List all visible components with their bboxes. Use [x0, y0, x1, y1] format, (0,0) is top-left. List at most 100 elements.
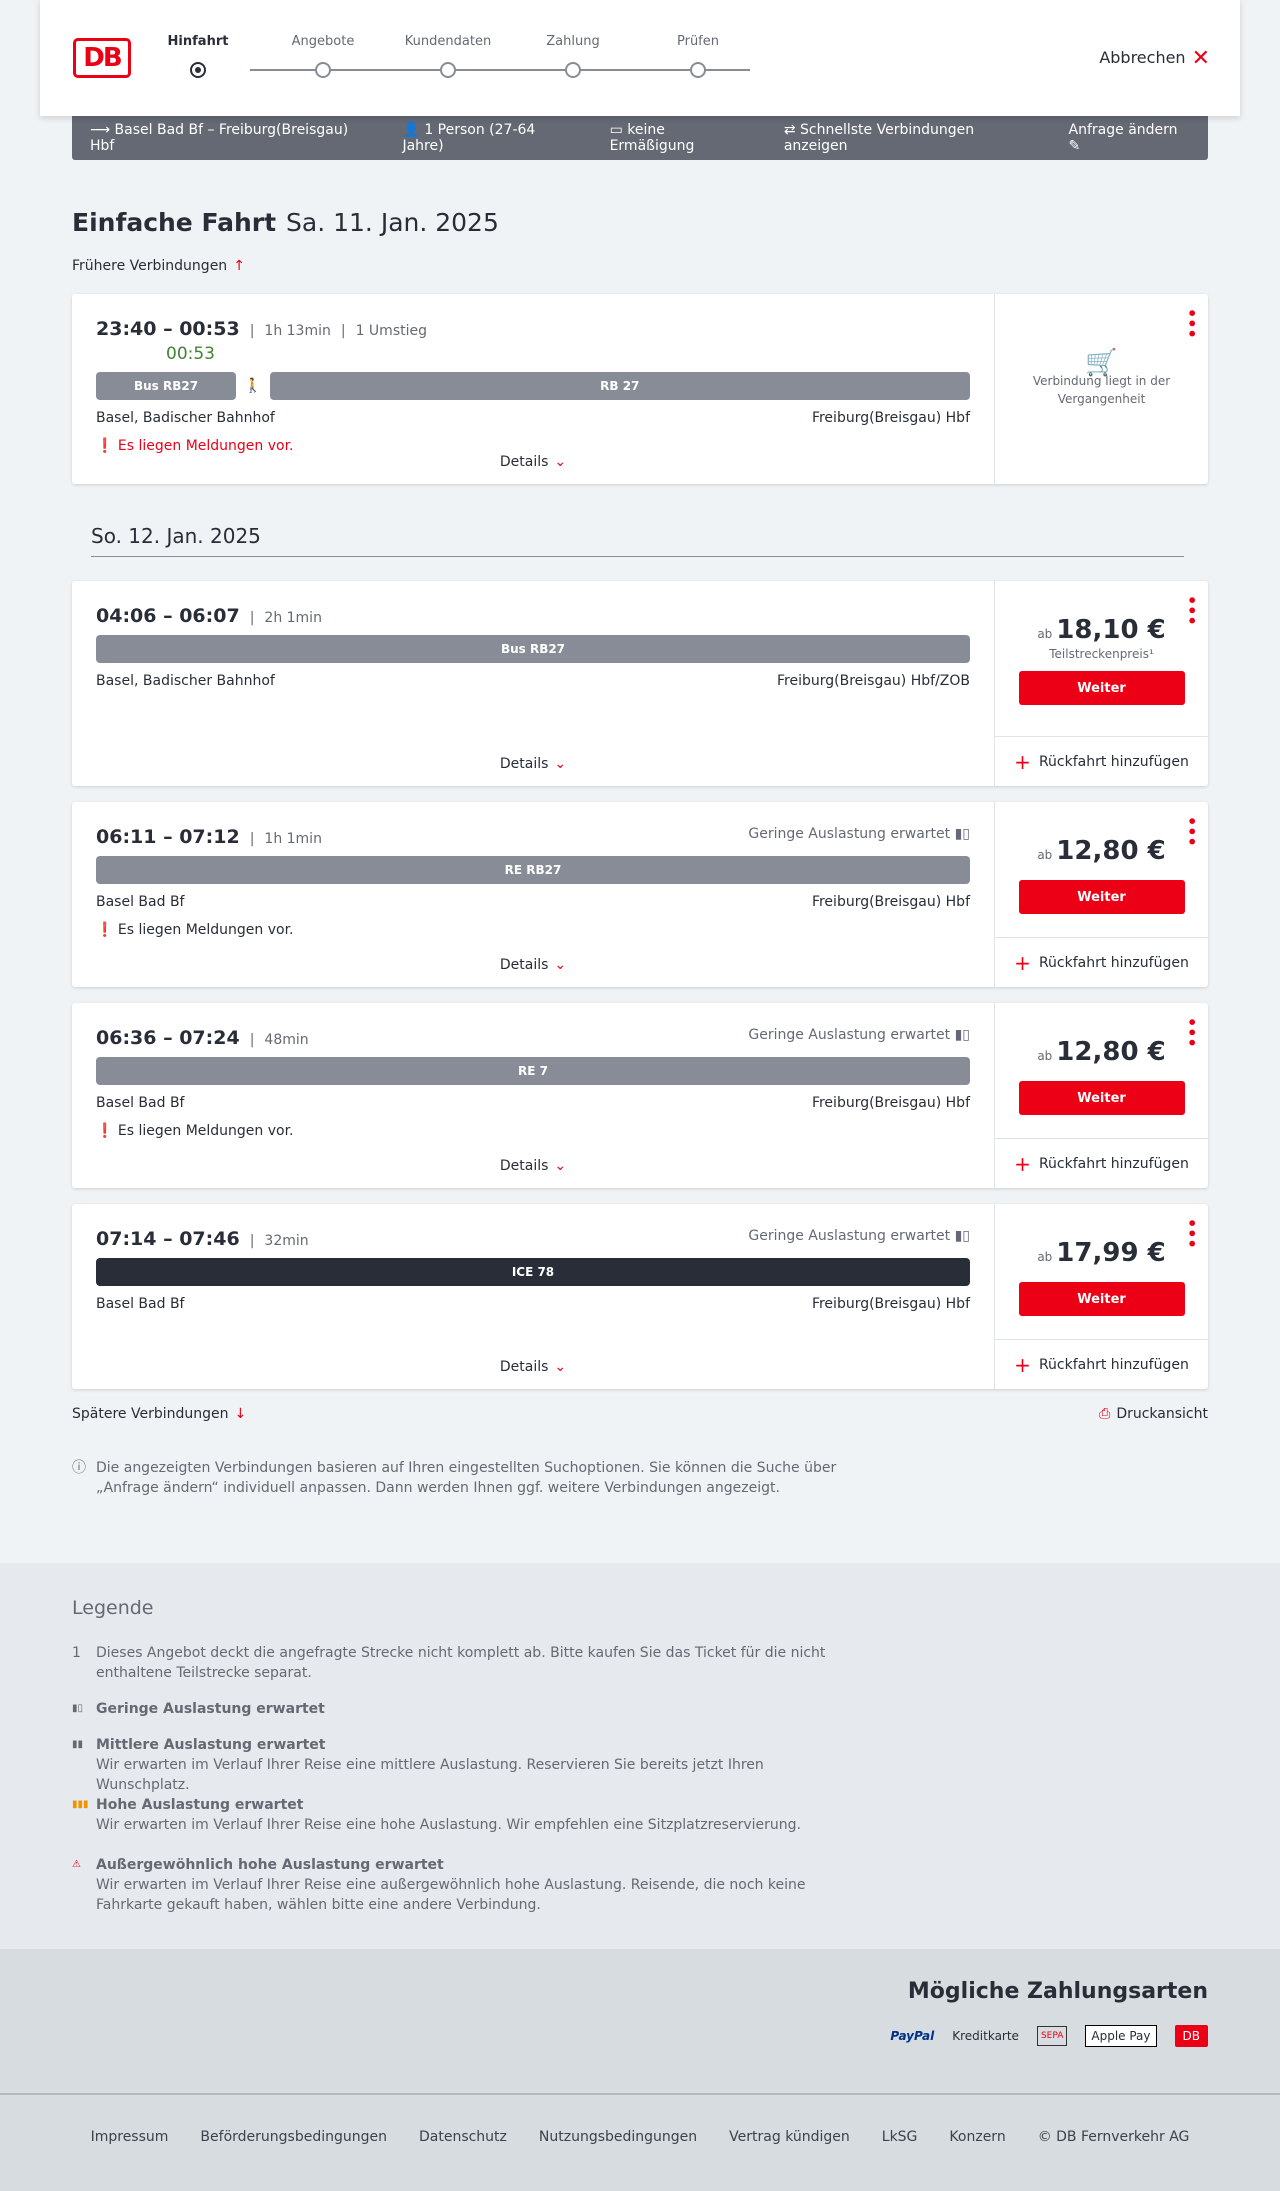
legend-mark-mid-occupancy-icon: ▮▮: [72, 1739, 84, 1750]
footer-links: Impressum Beförderungsbedingungen Datensch…: [0, 2093, 1280, 2145]
departure-arrival-times: 06:11 – 07:12: [96, 826, 240, 848]
add-return-button[interactable]: + Rückfahrt hinzufügen: [995, 736, 1208, 786]
connection-card: 07:14 – 07:46 32min Geringe Auslastung erw…: [72, 1204, 1208, 1389]
duration: 2h 1min: [250, 610, 322, 626]
legend-item: ⚠ Außergewöhnlich hohe Auslastung erwarte…: [72, 1855, 832, 1915]
page-title: Einfache Fahrt Sa. 11. Jan. 2025: [72, 208, 499, 237]
details-toggle[interactable]: Details ⌄: [72, 1158, 994, 1174]
connection-info: 07:14 – 07:46 32min Geringe Auslastung erw…: [72, 1204, 994, 1389]
date-separator: So. 12. Jan. 2025: [91, 524, 1184, 557]
duration: 1h 13min: [250, 323, 331, 339]
connection-card: 23:40 – 00:53 1h 13min 1 Umstieg 00:53 Bus R…: [72, 294, 1208, 484]
footer-link[interactable]: Konzern: [949, 2129, 1006, 2145]
disruption-message[interactable]: ❗ Es liegen Meldungen vor.: [96, 922, 970, 938]
legend-item-text: Dieses Angebot deckt die angefragte Stre…: [96, 1645, 826, 1681]
departure-arrival-times: 04:06 – 06:07: [96, 605, 240, 627]
leg-bar[interactable]: RE 7: [96, 1057, 970, 1085]
connection-card: 06:11 – 07:12 1h 1min Geringe Auslastung e…: [72, 802, 1208, 987]
leg-bar[interactable]: Bus RB27: [96, 372, 237, 400]
add-return-button[interactable]: + Rückfahrt hinzufügen: [995, 1138, 1208, 1188]
payment-kreditkarte-icon: Kreditkarte: [952, 2029, 1019, 2043]
legend-title: Legende: [72, 1597, 154, 1619]
leg-bar[interactable]: Bus RB27: [96, 635, 970, 663]
stations: Basel, Badischer Bahnhof Freiburg(Breisga…: [96, 410, 970, 426]
price: ab 18,10 €: [995, 615, 1208, 645]
chevron-down-icon: ⌄: [554, 454, 567, 470]
details-toggle[interactable]: Details ⌄: [72, 454, 994, 470]
legend-mark-footnote: 1: [72, 1645, 81, 1661]
duration: 48min: [250, 1032, 309, 1048]
disruption-message[interactable]: ❗ Es liegen Meldungen vor.: [96, 1123, 970, 1139]
footer-link[interactable]: Datenschutz: [418, 2129, 507, 2145]
legend-item: 1 Dieses Angebot deckt die angefragte Str…: [72, 1643, 832, 1683]
more-options-icon[interactable]: •••: [1182, 595, 1201, 626]
more-options-icon[interactable]: •••: [1182, 816, 1201, 847]
duration: 32min: [250, 1233, 309, 1249]
connection-times: 04:06 – 06:07 2h 1min: [96, 605, 970, 627]
leg-bar[interactable]: ICE 78: [96, 1258, 970, 1286]
from-label: ab: [1037, 627, 1053, 641]
origin-station: Basel Bad Bf: [96, 894, 185, 910]
cancel-label: Abbrechen: [1099, 48, 1186, 67]
step-dot: [315, 62, 331, 78]
leg-bar[interactable]: RE RB27: [96, 856, 970, 884]
add-return-label: Rückfahrt hinzufügen: [1038, 1356, 1189, 1373]
fastest-toggle[interactable]: ⇄ Schnellste Verbindungen anzeigen: [783, 122, 975, 154]
header: DB Hinfahrt Angebote Kundendaten Zahlung Prü…: [40, 0, 1240, 116]
connection-info: 06:36 – 07:24 48min Geringe Auslastung erw…: [72, 1003, 994, 1188]
pencil-icon: ✎: [1068, 138, 1081, 154]
legend-item-title: Außergewöhnlich hohe Auslastung erwartet: [96, 1857, 444, 1873]
legend-mark-high-occupancy-icon: ▮▮▮: [72, 1799, 89, 1810]
occupancy-low-icon: ▮▯: [950, 1027, 970, 1043]
footer-link[interactable]: Nutzungsbedingungen: [538, 2129, 698, 2145]
details-toggle[interactable]: Details ⌄: [72, 756, 994, 772]
db-logo[interactable]: DB: [73, 38, 131, 78]
chevron-down-icon: ⌄: [554, 1359, 567, 1375]
continue-button[interactable]: Weiter: [1018, 1282, 1185, 1316]
details-toggle[interactable]: Details ⌄: [72, 1359, 994, 1375]
later-connections-link[interactable]: Spätere Verbindungen ↓: [72, 1406, 247, 1422]
more-options-icon[interactable]: •••: [1182, 1017, 1201, 1048]
cancel-button[interactable]: Abbrechen ✕: [1099, 46, 1210, 71]
print-view-link[interactable]: ⎙ Druckansicht: [1099, 1406, 1208, 1422]
close-icon: ✕: [1191, 46, 1210, 71]
legend-item-text: Wir erwarten im Verlauf Ihrer Reise eine…: [96, 1817, 801, 1833]
footer-link[interactable]: LkSG: [881, 2129, 918, 2145]
disruption-message[interactable]: ❗ Es liegen Meldungen vor.: [96, 438, 970, 454]
message-text: Es liegen Meldungen vor.: [117, 922, 294, 938]
alert-icon: ❗: [96, 1123, 118, 1139]
legend-item: ▮▯ Geringe Auslastung erwartet: [72, 1699, 832, 1719]
details-toggle[interactable]: Details ⌄: [72, 957, 994, 973]
legend-item-text: Wir erwarten im Verlauf Ihrer Reise eine…: [96, 1757, 764, 1793]
more-options-icon[interactable]: •••: [1182, 1218, 1201, 1249]
origin-station: Basel, Badischer Bahnhof: [96, 410, 275, 426]
plus-icon: +: [1014, 1151, 1031, 1176]
continue-button[interactable]: Weiter: [1018, 671, 1185, 705]
past-connection-notice: 🛒 Verbindung liegt in der Vergangenheit: [995, 350, 1208, 408]
continue-button[interactable]: Weiter: [1018, 880, 1185, 914]
journey-legs: ICE 78: [96, 1258, 970, 1286]
step-dot: [190, 62, 206, 78]
earlier-connections-link[interactable]: Frühere Verbindungen ↑: [72, 258, 245, 274]
legend-item-title: Mittlere Auslastung erwartet: [96, 1737, 326, 1753]
add-return-button[interactable]: + Rückfahrt hinzufügen: [995, 1339, 1208, 1389]
add-return-button[interactable]: + Rückfahrt hinzufügen: [995, 937, 1208, 987]
footer-link[interactable]: © DB Fernverkehr AG: [1037, 2129, 1190, 2145]
footer-link[interactable]: Beförderungsbedingungen: [200, 2129, 387, 2145]
connection-times: 06:11 – 07:12 1h 1min: [96, 826, 970, 848]
journey-legs: Bus RB27: [96, 635, 970, 663]
more-options-icon[interactable]: •••: [1182, 308, 1201, 339]
message-text: Es liegen Meldungen vor.: [117, 1123, 294, 1139]
leg-bar[interactable]: RB 27: [269, 372, 970, 400]
footer-link[interactable]: Vertrag kündigen: [729, 2129, 850, 2145]
edit-request-button[interactable]: Anfrage ändern ✎: [1068, 122, 1178, 154]
step-angebote: Angebote: [291, 34, 355, 49]
footer-link[interactable]: Impressum: [90, 2129, 169, 2145]
continue-button[interactable]: Weiter: [1018, 1081, 1185, 1115]
destination-station: Freiburg(Breisgau) Hbf/ZOB: [777, 673, 970, 689]
destination-station: Freiburg(Breisgau) Hbf: [811, 1095, 970, 1111]
step-dot: [690, 62, 706, 78]
add-return-label: Rückfahrt hinzufügen: [1038, 753, 1189, 770]
occupancy-label: Geringe Auslastung erwartet: [748, 826, 951, 842]
details-label: Details: [499, 1359, 549, 1375]
